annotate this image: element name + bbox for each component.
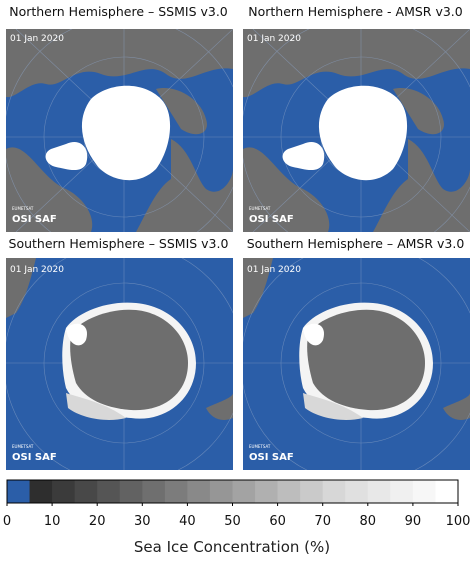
panel-title: Northern Hemisphere – SSMIS v3.0 (9, 4, 228, 19)
colorbar-label: Sea Ice Concentration (%) (134, 538, 330, 556)
colorbar-segment (119, 480, 143, 503)
date-label: 01 Jan 2020 (10, 34, 64, 44)
logo: OSI SAF (249, 214, 294, 225)
colorbar-segment (74, 480, 98, 503)
colorbar-segment (367, 480, 391, 503)
tick-label: 0 (3, 514, 11, 529)
logo: OSI SAF (249, 452, 294, 463)
agency-label: EUMETSAT (249, 444, 271, 449)
logo: OSI SAF (12, 214, 57, 225)
colorbar: Sea Ice Concentration (%) 0 10 20 30 40 50 60 7… (3, 479, 471, 556)
colorbar-segment (29, 480, 53, 503)
date-label: 01 Jan 2020 (247, 34, 301, 44)
colorbar-segment (322, 480, 346, 503)
colorbar-segment (209, 480, 233, 503)
tick-label: 50 (224, 514, 241, 529)
agency-label: EUMETSAT (12, 444, 34, 449)
panel-title: Northern Hemisphere - AMSR v3.0 (248, 4, 463, 19)
tick-label: 10 (44, 514, 61, 529)
map-panel: 01 Jan 2020 EUMETSAT OSI SAF (243, 258, 470, 470)
panel-title: Southern Hemisphere – SSMIS v3.0 (8, 236, 229, 251)
colorbar-segment (255, 480, 279, 503)
colorbar-segment (345, 480, 369, 503)
map-panel: 01 Jan 2020 EUMETSAT OSI SAF (6, 29, 233, 232)
colorbar-segment (412, 480, 436, 503)
date-label: 01 Jan 2020 (247, 265, 301, 275)
tick-label: 60 (269, 514, 286, 529)
colorbar-segment (7, 480, 31, 503)
agency-label: EUMETSAT (249, 206, 271, 211)
panel-title: Southern Hemisphere – AMSR v3.0 (246, 236, 465, 251)
logo: OSI SAF (12, 452, 57, 463)
tick-label: 70 (314, 514, 331, 529)
map-panel: 01 Jan 2020 EUMETSAT OSI SAF (243, 29, 470, 232)
tick-label: 40 (179, 514, 196, 529)
colorbar-segment (277, 480, 301, 503)
colorbar-segment (435, 480, 459, 503)
tick-label: 20 (89, 514, 106, 529)
colorbar-segment (232, 480, 256, 503)
colorbar-segment (390, 480, 414, 503)
colorbar-segment (142, 480, 166, 503)
tick-label: 30 (134, 514, 151, 529)
agency-label: EUMETSAT (12, 206, 34, 211)
tick-label: 100 (446, 514, 471, 529)
date-label: 01 Jan 2020 (10, 265, 64, 275)
colorbar-segment (164, 480, 188, 503)
colorbar-segment (187, 480, 211, 503)
map-panel: 01 Jan 2020 EUMETSAT OSI SAF (6, 258, 233, 470)
tick-label: 90 (405, 514, 422, 529)
tick-label: 80 (360, 514, 377, 529)
colorbar-segment (97, 480, 121, 503)
colorbar-segment (52, 480, 76, 503)
colorbar-segment (300, 480, 324, 503)
